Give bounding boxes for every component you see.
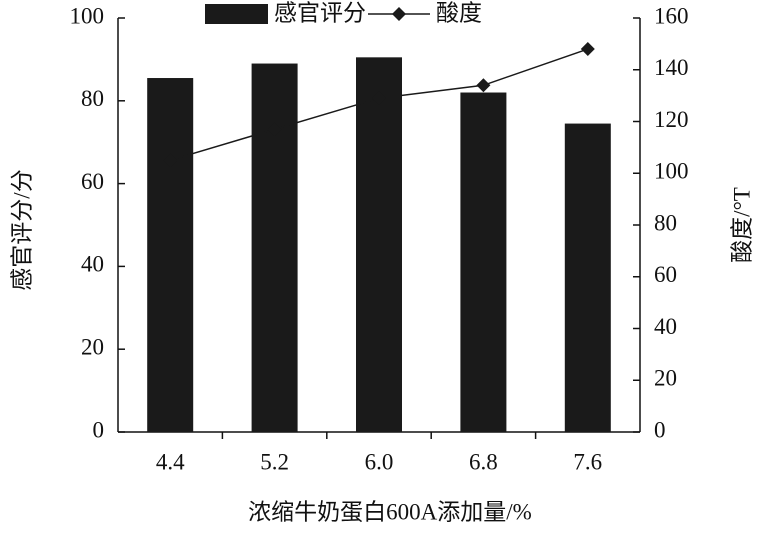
y2-tick-label: 160 bbox=[654, 3, 689, 28]
bar bbox=[356, 57, 402, 433]
y-axis-title: 感官评分/分 bbox=[9, 169, 34, 290]
bar bbox=[251, 63, 298, 432]
line-marker bbox=[580, 42, 595, 57]
y2-tick-label: 40 bbox=[654, 314, 677, 339]
y2-tick-label: 0 bbox=[654, 417, 666, 442]
x-tick-label: 6.8 bbox=[469, 449, 498, 474]
y-tick-label: 80 bbox=[81, 86, 104, 111]
bar bbox=[460, 92, 507, 433]
y2-tick-label: 120 bbox=[654, 107, 689, 132]
x-tick-label: 7.6 bbox=[573, 449, 602, 474]
line-marker bbox=[267, 122, 282, 137]
legend-label: 感官评分 bbox=[274, 0, 366, 25]
y-tick-label: 100 bbox=[70, 3, 105, 28]
line-marker bbox=[163, 153, 178, 168]
y-tick-label: 0 bbox=[93, 417, 105, 442]
y2-tick-label: 140 bbox=[654, 55, 689, 80]
legend-marker bbox=[392, 7, 406, 21]
x-axis-title: 浓缩牛奶蛋白600A添加量/% bbox=[248, 499, 532, 524]
y2-axis-title: 酸度/°T bbox=[729, 187, 754, 263]
bar bbox=[564, 123, 611, 432]
x-tick-label: 4.4 bbox=[156, 449, 185, 474]
x-tick-label: 5.2 bbox=[260, 449, 289, 474]
line-marker bbox=[372, 91, 386, 106]
line-marker bbox=[476, 78, 491, 93]
y-tick-label: 20 bbox=[81, 334, 104, 359]
y2-tick-label: 20 bbox=[654, 366, 677, 391]
y2-tick-label: 100 bbox=[654, 159, 689, 184]
y2-tick-label: 80 bbox=[654, 210, 677, 235]
y2-tick-label: 60 bbox=[654, 262, 677, 287]
x-tick-label: 6.0 bbox=[365, 449, 394, 474]
y-tick-label: 60 bbox=[81, 169, 104, 194]
y-tick-label: 40 bbox=[81, 252, 104, 277]
legend-swatch bbox=[205, 4, 268, 24]
bar bbox=[147, 78, 194, 432]
legend-label: 酸度 bbox=[436, 0, 482, 25]
